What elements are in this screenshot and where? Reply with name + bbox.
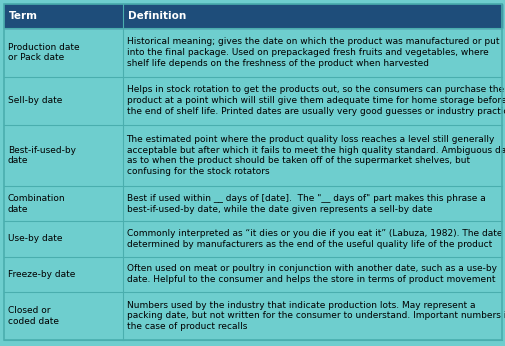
Bar	[4, 186, 501, 221]
Text: Best-if-used-by
date: Best-if-used-by date	[8, 146, 76, 165]
Text: Commonly interpreted as “it dies or you die if you eat it” (Labuza, 1982). The d: Commonly interpreted as “it dies or you …	[126, 229, 501, 249]
Text: Definition: Definition	[127, 11, 185, 21]
Bar	[4, 76, 501, 125]
Text: Sell-by date: Sell-by date	[8, 96, 62, 105]
Text: Closed or
coded date: Closed or coded date	[8, 306, 59, 326]
Text: Use-by date: Use-by date	[8, 235, 63, 244]
Bar	[4, 221, 501, 256]
Text: The estimated point where the product quality loss reaches a level still general: The estimated point where the product qu…	[126, 135, 505, 176]
Bar	[4, 28, 501, 76]
Text: Best if used within __ days of [date].  The "__ days of" part makes this phrase : Best if used within __ days of [date]. T…	[126, 194, 484, 214]
Text: Helps in stock rotation to get the products out, so the consumers can purchase t: Helps in stock rotation to get the produ…	[126, 85, 505, 116]
Text: Production date
or Pack date: Production date or Pack date	[8, 43, 79, 62]
Bar	[4, 4, 501, 28]
Text: Freeze-by date: Freeze-by date	[8, 270, 75, 279]
Bar	[4, 125, 501, 186]
Text: Numbers used by the industry that indicate production lots. May represent a
pack: Numbers used by the industry that indica…	[126, 301, 505, 331]
Text: Term: Term	[9, 11, 38, 21]
Bar	[4, 256, 501, 292]
Text: Combination
date: Combination date	[8, 194, 66, 214]
Text: Historical meaning; gives the date on which the product was manufactured or put
: Historical meaning; gives the date on wh…	[126, 37, 498, 68]
Text: Often used on meat or poultry in conjunction with another date, such as a use-by: Often used on meat or poultry in conjunc…	[126, 264, 495, 284]
Bar	[4, 292, 501, 340]
